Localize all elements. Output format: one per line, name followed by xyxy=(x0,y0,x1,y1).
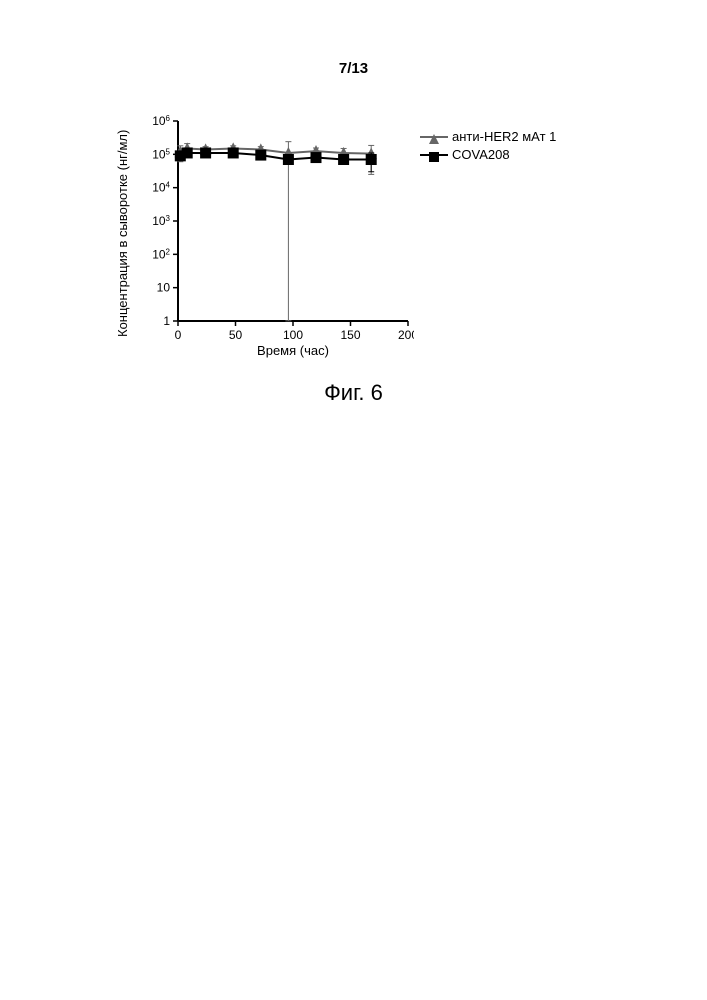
svg-text:200: 200 xyxy=(398,328,414,342)
svg-text:1: 1 xyxy=(163,314,170,328)
page: 7/13 Концентрация в сыворотке (нг/мл) 0 5… xyxy=(0,0,707,1000)
legend-item: анти-HER2 мАт 1 xyxy=(420,129,556,144)
chart-plot: 0 50 100 150 200 Время (час) 1 10 102 103 104 105 10… xyxy=(134,115,414,359)
y-axis-label: Концентрация в сыворотке (нг/мл) xyxy=(115,137,130,337)
svg-text:50: 50 xyxy=(229,328,243,342)
page-number: 7/13 xyxy=(0,60,707,77)
svg-text:104: 104 xyxy=(152,180,170,195)
svg-text:0: 0 xyxy=(175,328,182,342)
legend: анти-HER2 мАт 1 COVA208 xyxy=(420,129,556,165)
svg-text:Время (час): Время (час) xyxy=(257,343,329,358)
svg-text:100: 100 xyxy=(283,328,303,342)
legend-label: анти-HER2 мАт 1 xyxy=(452,129,556,144)
svg-text:103: 103 xyxy=(152,214,170,229)
figure: Концентрация в сыворотке (нг/мл) 0 50 100 1… xyxy=(115,115,595,359)
legend-item: COVA208 xyxy=(420,147,556,162)
svg-text:102: 102 xyxy=(152,247,170,261)
figure-caption: Фиг. 6 xyxy=(0,380,707,406)
svg-text:106: 106 xyxy=(152,115,170,128)
legend-label: COVA208 xyxy=(452,147,510,162)
svg-text:150: 150 xyxy=(340,328,360,342)
svg-text:10: 10 xyxy=(157,281,171,295)
svg-text:105: 105 xyxy=(152,147,170,162)
